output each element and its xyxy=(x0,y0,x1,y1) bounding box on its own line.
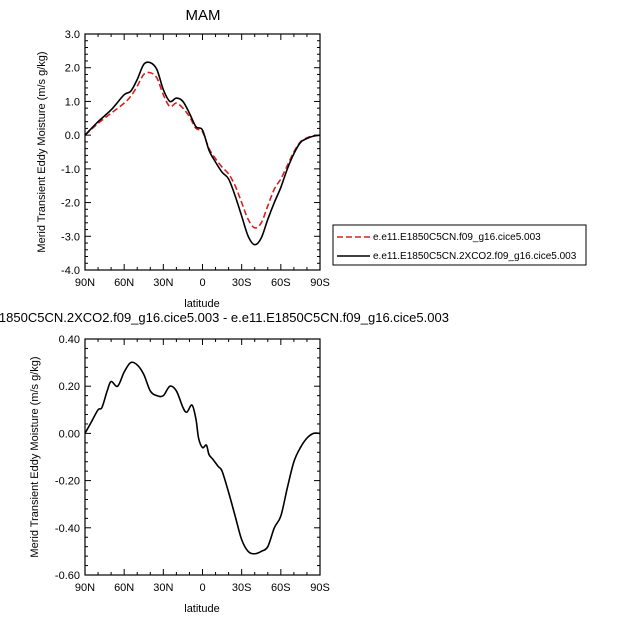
series-line-1-0 xyxy=(84,361,321,555)
panel-bottom: e.e11.E1850C5CN.2XCO2.f09_g16.cice5.003 … xyxy=(0,310,449,615)
y-tick-label: -2.0 xyxy=(61,198,80,210)
y-tick-label: -0.40 xyxy=(55,523,80,535)
y-tick-label: 0.0 xyxy=(65,130,80,142)
y-axis-label: Merid Transient Eddy Moisture (m/s g/kg) xyxy=(36,51,48,252)
y-tick-label: 3.0 xyxy=(65,29,80,41)
x-tick-label: 90N xyxy=(75,277,95,289)
x-tick-label: 90N xyxy=(75,582,95,594)
x-axis-label: latitude xyxy=(184,298,219,310)
x-tick-label: 30N xyxy=(153,582,173,594)
x-tick-label: 30S xyxy=(232,582,252,594)
x-tick-label: 0 xyxy=(199,582,205,594)
chart-title: MAM xyxy=(186,7,221,24)
x-tick-label: 60S xyxy=(271,582,291,594)
y-tick-label: 2.0 xyxy=(65,63,80,75)
legend: e.e11.E1850C5CN.f09_g16.cice5.003 e.e11.… xyxy=(332,224,587,266)
diff-chart-title: e.e11.E1850C5CN.2XCO2.f09_g16.cice5.003 … xyxy=(0,310,449,325)
y-tick-label: -1.0 xyxy=(61,164,80,176)
y-tick-label: -3.0 xyxy=(61,231,80,243)
x-tick-label: 30S xyxy=(232,277,252,289)
x-tick-label: 30N xyxy=(153,277,173,289)
y-tick-label: 0.00 xyxy=(59,428,80,440)
y-tick-label: -0.60 xyxy=(55,570,80,582)
series-line-0-0 xyxy=(84,71,321,229)
legend-label-2xco2: e.e11.E1850C5CN.2XCO2.f09_g16.cice5.003 xyxy=(373,251,577,262)
diff-x-axis-label: latitude xyxy=(184,603,219,615)
series-line-0-1 xyxy=(84,61,321,246)
panel-top: MAM 3.0 2.0 1.0 0.0 -1.0 -2.0 -3.0 -4.0 90N 60N 3… xyxy=(36,7,587,310)
legend-box xyxy=(332,224,587,266)
diff-y-axis-label: Merid Transient Eddy Moisture (m/s g/kg) xyxy=(29,356,41,557)
x-tick-label: 60N xyxy=(114,277,134,289)
x-tick-label: 60N xyxy=(114,582,134,594)
y-tick-label: -0.20 xyxy=(55,476,80,488)
plot-frame xyxy=(84,33,321,271)
x-tick-label: 0 xyxy=(199,277,205,289)
y-tick-label: 1.0 xyxy=(65,96,80,108)
y-tick-label: 0.20 xyxy=(59,381,80,393)
x-tick-label: 60S xyxy=(271,277,291,289)
x-tick-label: 90S xyxy=(310,582,330,594)
x-tick-label: 90S xyxy=(310,277,330,289)
diff-plot-frame xyxy=(84,338,321,576)
y-tick-label: 0.40 xyxy=(59,334,80,346)
y-tick-label: -4.0 xyxy=(61,265,80,277)
legend-label-control: e.e11.E1850C5CN.f09_g16.cice5.003 xyxy=(373,232,541,243)
